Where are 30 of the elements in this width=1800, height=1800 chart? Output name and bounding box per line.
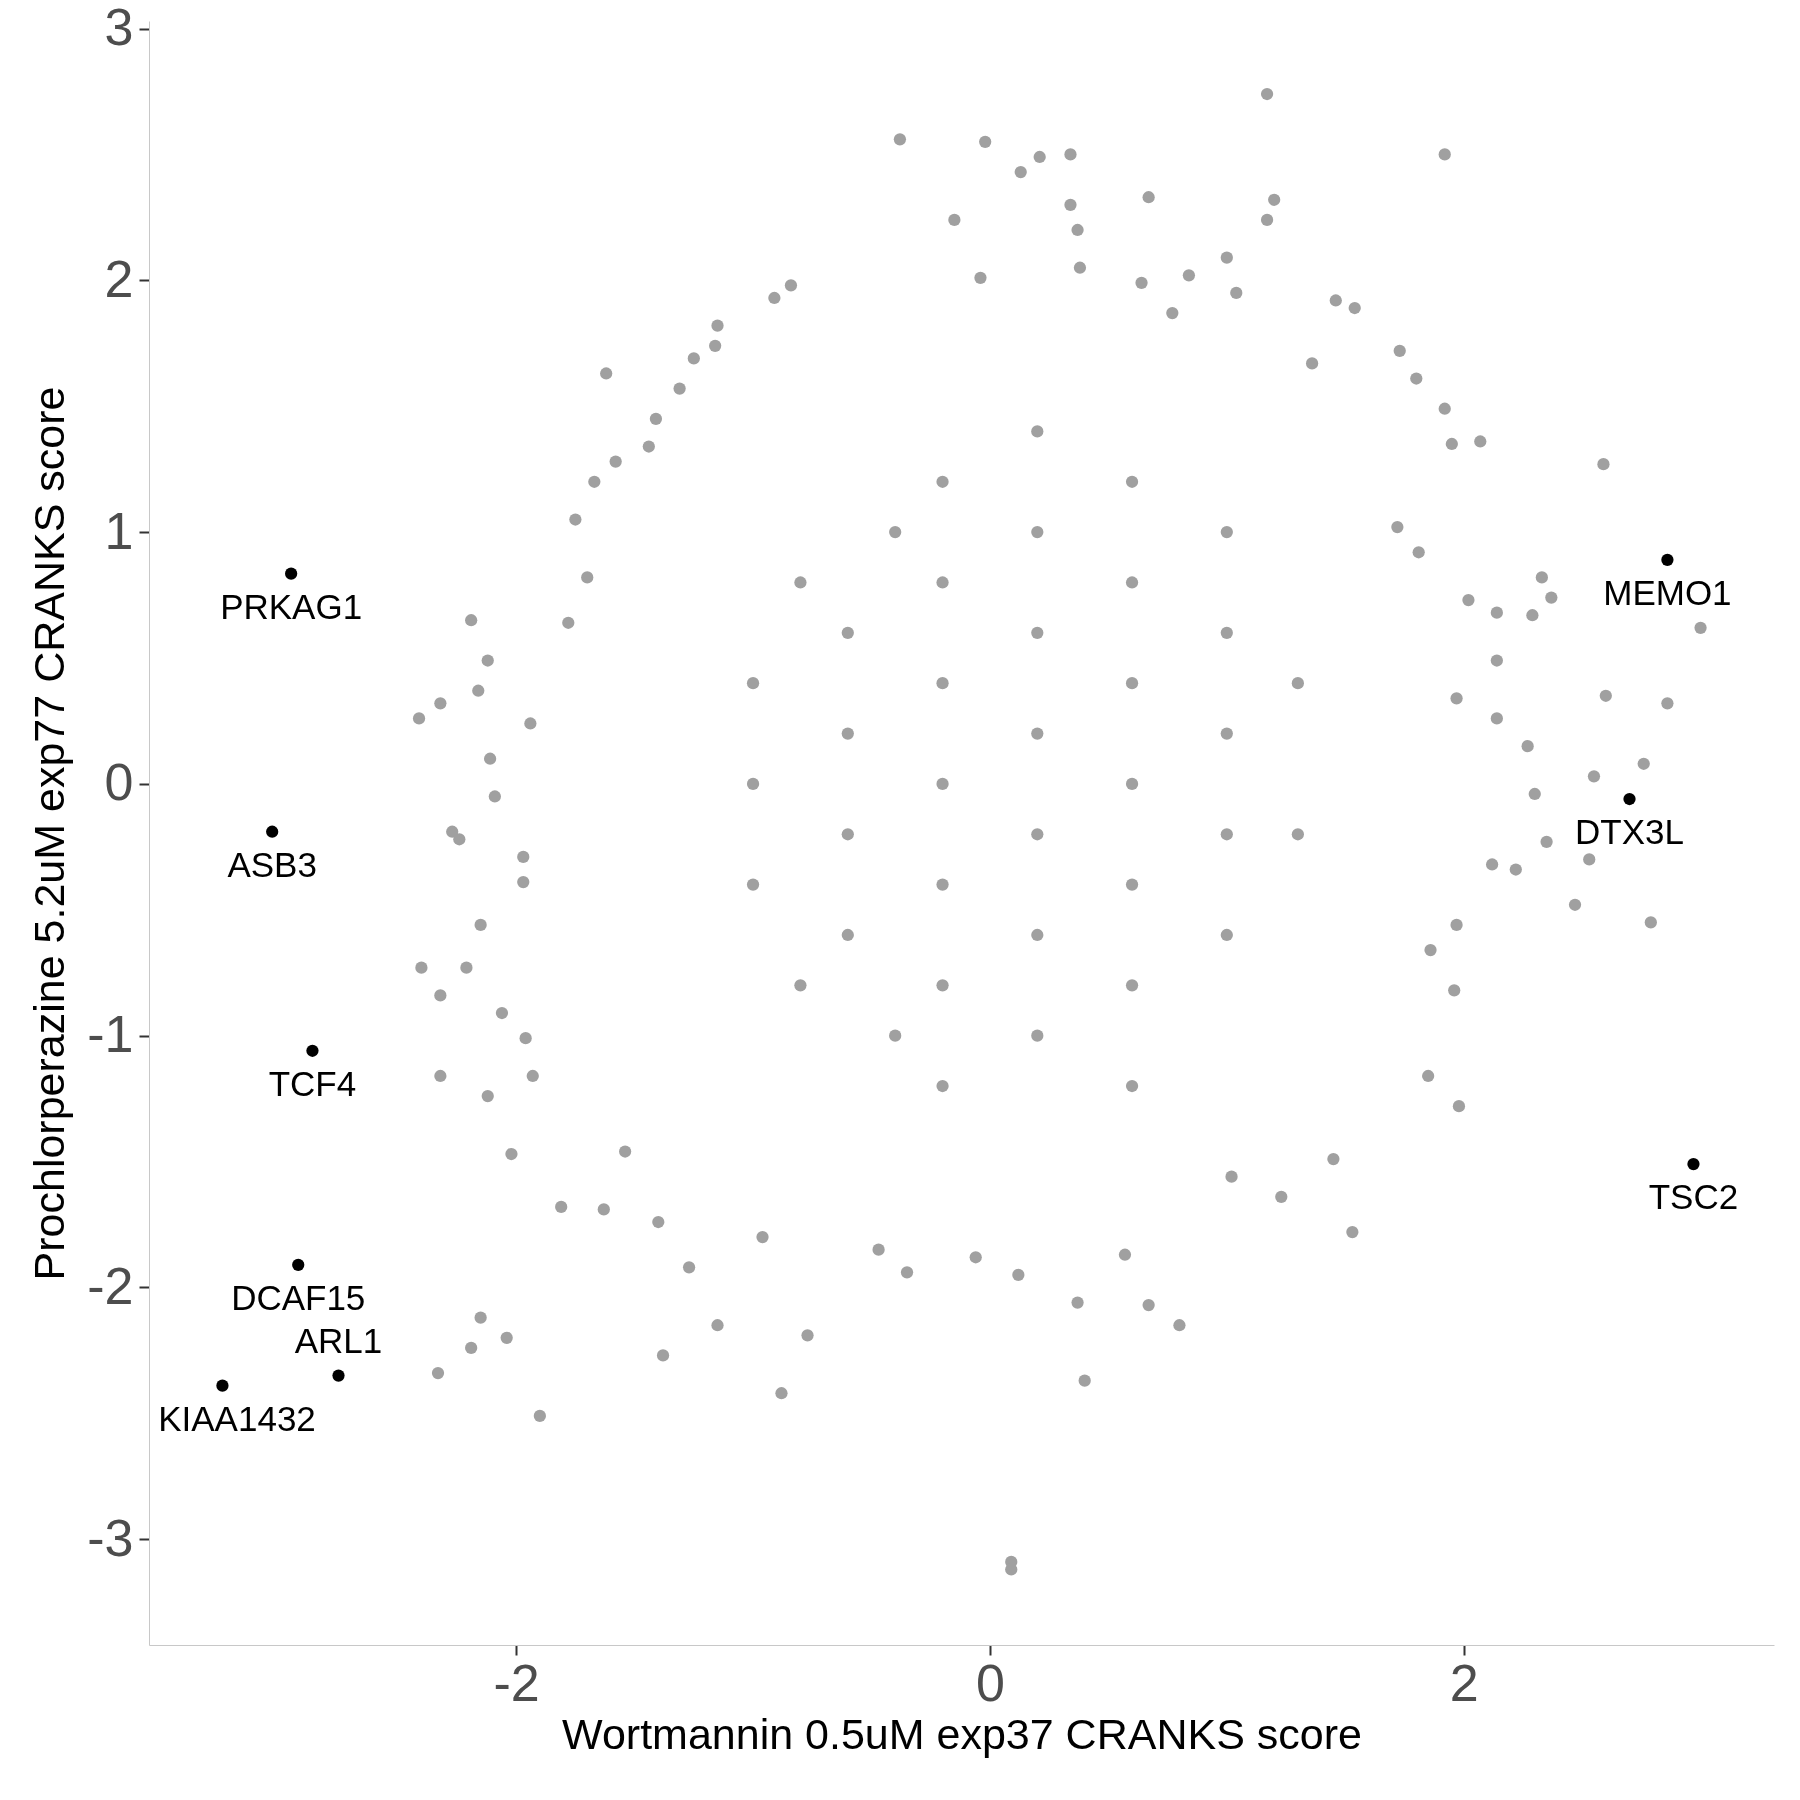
annotation: PRKAG1 (220, 586, 363, 626)
y-tick-label: -3 (87, 1508, 134, 1567)
point (285, 567, 298, 580)
x-tick-label: 0 (975, 1653, 1005, 1712)
x-axis-title: Wortmannin 0.5uM exp37 CRANKS score (562, 1709, 1362, 1758)
annotation: ASB3 (227, 844, 317, 884)
y-tick-label: 2 (104, 249, 134, 308)
point (216, 1379, 229, 1392)
annotation: MEMO1 (1603, 572, 1732, 612)
y-tick-label: 1 (104, 501, 134, 560)
y-tick-label: 3 (104, 0, 134, 57)
point (306, 1044, 319, 1057)
point (332, 1369, 345, 1382)
point (1623, 792, 1636, 806)
annotation: DTX3L (1575, 812, 1684, 852)
point (292, 1258, 305, 1271)
y-tick-label: 0 (104, 753, 134, 812)
y-tick-label: -1 (87, 1005, 134, 1064)
x-tick-label: 2 (1449, 1653, 1479, 1712)
point (266, 825, 279, 838)
annotation: TSC2 (1648, 1177, 1739, 1217)
annotation: ARL1 (294, 1320, 383, 1360)
point (1687, 1157, 1700, 1171)
point (1661, 553, 1674, 566)
y-axis-title: Prochlorperazine 5.2uM exp77 CRANKS score (25, 386, 74, 1281)
annotation: KIAA1432 (158, 1398, 316, 1438)
y-tick-label: -2 (87, 1256, 134, 1315)
annotation: TCF4 (268, 1063, 357, 1103)
annotation: DCAF15 (231, 1277, 366, 1317)
x-tick-label: -2 (493, 1653, 540, 1712)
